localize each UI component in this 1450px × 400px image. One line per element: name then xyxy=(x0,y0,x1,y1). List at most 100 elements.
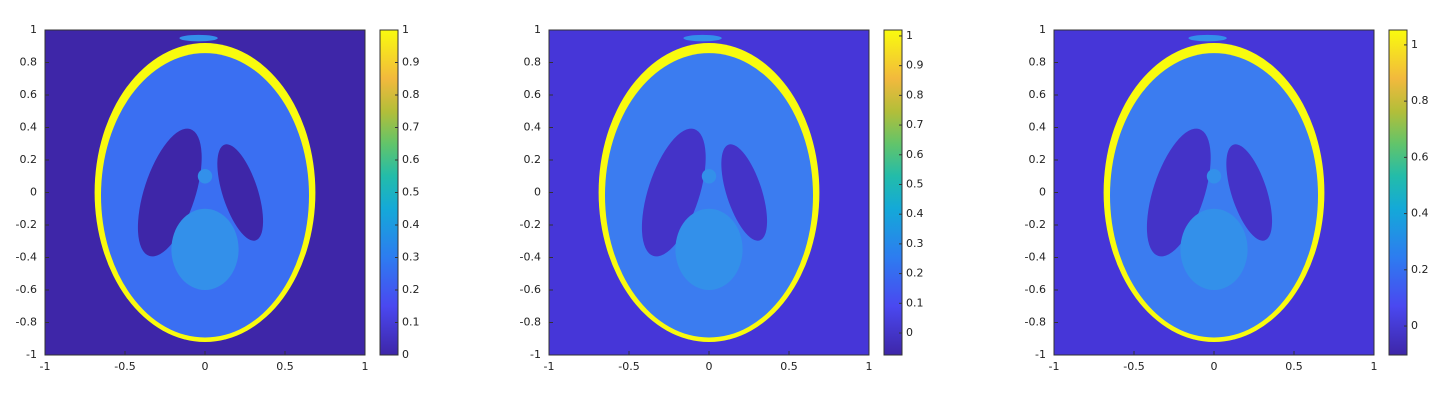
colorbar-tick-label: 0.7 xyxy=(402,121,420,134)
colorbar-tick-label: 0 xyxy=(906,326,913,339)
colorbar-tick-label: 0.5 xyxy=(906,177,924,190)
colorbar-tick-label: 0.2 xyxy=(1411,263,1429,276)
colorbar-tick-label: 0.6 xyxy=(1411,150,1429,163)
y-tick-label: -0.2 xyxy=(1025,218,1046,231)
image-panel: -1 -0.5 0 0.5 1 -1 -0.8 -0.6 -0.4 -0.2 0 0.2 0.4 0.6 0… xyxy=(1025,23,1429,373)
colorbar-tick-label: 0.4 xyxy=(402,218,420,231)
x-tick-label: -0.5 xyxy=(618,360,639,373)
colorbar-tick-label: 0.5 xyxy=(402,186,420,199)
x-tick-label: -1 xyxy=(1049,360,1060,373)
y-tick-label: 0.4 xyxy=(20,121,38,134)
y-tick-label: -1 xyxy=(26,348,37,361)
y-tick-label: 0.2 xyxy=(524,153,542,166)
lung-right xyxy=(217,144,264,241)
y-tick-label: -0.4 xyxy=(1025,251,1046,264)
colorbar-tick-label: 0.6 xyxy=(906,148,924,161)
y-tick-label: 0.8 xyxy=(524,56,542,69)
colorbar-tick-label: 0.8 xyxy=(1411,94,1429,107)
y-tick-label: -0.8 xyxy=(1025,316,1046,329)
lung-right xyxy=(1226,144,1273,241)
y-tick-label: -0.4 xyxy=(520,251,541,264)
colorbar-tick-label: 0.3 xyxy=(906,237,924,250)
colorbar-tick-label: 0 xyxy=(402,348,409,361)
x-tick-label: 0.5 xyxy=(276,360,294,373)
blob xyxy=(1180,208,1248,290)
colorbar-tick-label: 0 xyxy=(1411,319,1418,332)
image-panel: -1 -0.5 0 0.5 1 -1 -0.8 -0.6 -0.4 -0.2 0 0.2 0.4 0.6 0… xyxy=(520,23,924,373)
colorbar-tick-label: 1 xyxy=(906,29,913,42)
x-tick-label: -0.5 xyxy=(114,360,135,373)
colorbar-tick-label: 1 xyxy=(402,23,409,36)
x-tick-label: 0 xyxy=(202,360,209,373)
y-tick-label: 1 xyxy=(1039,23,1046,36)
y-tick-label: 0 xyxy=(30,186,37,199)
y-tick-label: -1 xyxy=(530,348,541,361)
y-tick-label: 0.6 xyxy=(524,88,542,101)
x-tick-label: 1 xyxy=(866,360,873,373)
colorbar-tick-label: 1 xyxy=(1411,38,1418,51)
x-tick-label: 0.5 xyxy=(1285,360,1303,373)
image-panel: -1 -0.5 0 0.5 1 -1 -0.8 -0.6 -0.4 -0.2 0 0.2 0.4 0.6 0… xyxy=(16,23,420,373)
colorbar-tick-label: 0.4 xyxy=(1411,207,1429,220)
y-tick-label: -0.6 xyxy=(520,283,541,296)
y-tick-label: -0.2 xyxy=(16,218,37,231)
colorbar-tick-label: 0.7 xyxy=(906,118,924,131)
brain xyxy=(101,53,309,338)
colorbar-tick-label: 0.2 xyxy=(906,267,924,280)
blob xyxy=(171,208,239,290)
spot xyxy=(1206,168,1222,184)
x-tick-label: -1 xyxy=(40,360,51,373)
x-tick-label: 0.5 xyxy=(780,360,798,373)
y-tick-label: 0.4 xyxy=(1029,121,1047,134)
lung-left xyxy=(137,128,202,257)
x-tick-label: -1 xyxy=(544,360,555,373)
y-tick-label: 0 xyxy=(534,186,541,199)
x-tick-label: 1 xyxy=(362,360,369,373)
y-tick-label: 1 xyxy=(534,23,541,36)
y-tick-label: 0.8 xyxy=(20,56,38,69)
y-tick-label: -0.4 xyxy=(16,251,37,264)
colorbar-tick-label: 0.4 xyxy=(906,207,924,220)
colorbar-tick-label: 0.3 xyxy=(402,251,420,264)
top-mark xyxy=(1188,34,1227,42)
y-tick-label: -0.8 xyxy=(16,316,37,329)
colorbar-tick-label: 0.8 xyxy=(906,88,924,101)
top-mark xyxy=(179,34,218,42)
y-tick-label: 0.6 xyxy=(1029,88,1047,101)
x-tick-label: 1 xyxy=(1371,360,1378,373)
spot xyxy=(197,168,213,184)
y-tick-label: 1 xyxy=(30,23,37,36)
brain xyxy=(1110,53,1318,338)
colorbar xyxy=(883,29,903,356)
colorbar-tick-label: 0.1 xyxy=(402,316,420,329)
colorbar-tick-label: 0.9 xyxy=(402,56,420,69)
y-tick-label: 0.2 xyxy=(1029,153,1047,166)
brain xyxy=(605,53,813,338)
y-tick-label: -0.6 xyxy=(1025,283,1046,296)
colorbar-tick-label: 0.2 xyxy=(402,283,420,296)
y-tick-label: 0.6 xyxy=(20,88,38,101)
y-tick-label: -0.8 xyxy=(520,316,541,329)
y-tick-label: 0.2 xyxy=(20,153,38,166)
colorbar-tick-label: 0.9 xyxy=(906,59,924,72)
x-tick-label: -0.5 xyxy=(1123,360,1144,373)
x-tick-label: 0 xyxy=(1211,360,1218,373)
x-tick-label: 0 xyxy=(706,360,713,373)
colorbar-tick-label: 0.1 xyxy=(906,296,924,309)
lung-right xyxy=(721,144,768,241)
spot xyxy=(701,168,717,184)
colorbar-tick-label: 0.8 xyxy=(402,88,420,101)
colorbar xyxy=(1388,29,1408,356)
lung-left xyxy=(641,128,706,257)
y-tick-label: 0 xyxy=(1039,186,1046,199)
y-tick-label: 0.8 xyxy=(1029,56,1047,69)
blob xyxy=(675,208,743,290)
y-tick-label: -0.6 xyxy=(16,283,37,296)
y-tick-label: 0.4 xyxy=(524,121,542,134)
y-tick-label: -0.2 xyxy=(520,218,541,231)
top-mark xyxy=(683,34,722,42)
colorbar-tick-label: 0.6 xyxy=(402,153,420,166)
lung-left xyxy=(1146,128,1211,257)
y-tick-label: -1 xyxy=(1035,348,1046,361)
